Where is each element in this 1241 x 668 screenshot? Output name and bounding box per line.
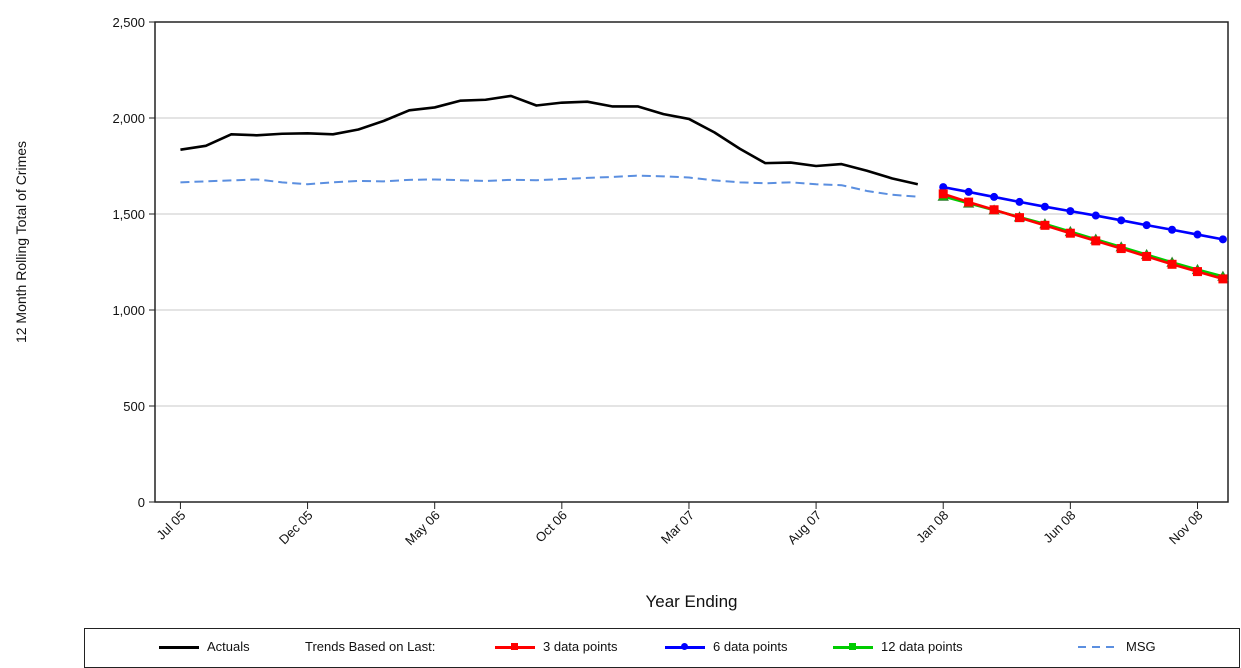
data-point-3-data-points <box>1091 236 1100 245</box>
legend-swatch-6-points <box>665 642 705 652</box>
legend-item-3-points: 3 data points <box>495 639 617 654</box>
x-tick-label: Oct 06 <box>532 508 570 546</box>
legend-swatch-3-points <box>495 642 535 652</box>
data-point-3-data-points <box>990 205 999 214</box>
series-line-3-data-points <box>943 194 1223 279</box>
data-point-3-data-points <box>1015 213 1024 222</box>
data-point-3-data-points <box>939 189 948 198</box>
series-line-actuals <box>180 96 917 184</box>
data-point-3-data-points <box>1218 274 1227 283</box>
data-point-6-data-points <box>1041 203 1049 211</box>
legend-item-actuals: Actuals <box>159 639 250 654</box>
legend: Actuals Trends Based on Last: 3 data poi… <box>84 628 1240 668</box>
data-point-3-data-points <box>1040 221 1049 230</box>
data-point-3-data-points <box>1117 244 1126 253</box>
data-point-6-data-points <box>1143 221 1151 229</box>
chart: 0 500 1,000 1,500 2,000 2,500 Jul 05 Dec 05 May … <box>0 0 1241 628</box>
legend-swatch-msg <box>1078 642 1118 652</box>
data-point-3-data-points <box>1142 252 1151 261</box>
y-tick-label: 1,000 <box>112 303 145 318</box>
y-axis-title: 12 Month Rolling Total of Crimes <box>13 141 29 343</box>
legend-swatch-actuals <box>159 642 199 652</box>
legend-label-3-points: 3 data points <box>543 639 617 654</box>
x-tick-label: Aug 07 <box>784 508 824 548</box>
x-tick-label: Mar 07 <box>658 508 697 547</box>
data-point-6-data-points <box>990 193 998 201</box>
series-line-msg <box>180 176 917 197</box>
x-tick-label: Jul 05 <box>153 508 188 543</box>
legend-item-msg: MSG <box>1078 639 1156 654</box>
x-tick-label: Jun 08 <box>1040 508 1078 546</box>
grid-lines <box>155 118 1228 406</box>
data-point-6-data-points <box>1016 198 1024 206</box>
x-tick-label: Nov 08 <box>1166 508 1206 548</box>
legend-swatch-12-points <box>833 642 873 652</box>
x-tick-label: Jan 08 <box>913 508 951 546</box>
legend-label-6-points: 6 data points <box>713 639 787 654</box>
x-axis-title: Year Ending <box>645 592 737 611</box>
data-point-6-data-points <box>965 188 973 196</box>
plot-area <box>155 22 1228 502</box>
axes: 0 500 1,000 1,500 2,000 2,500 Jul 05 Dec 05 May … <box>112 15 1205 548</box>
data-point-6-data-points <box>1066 207 1074 215</box>
data-point-3-data-points <box>1193 267 1202 276</box>
legend-label-msg: MSG <box>1126 639 1156 654</box>
data-point-6-data-points <box>1193 231 1201 239</box>
legend-label-actuals: Actuals <box>207 639 250 654</box>
data-point-3-data-points <box>964 198 973 207</box>
data-point-6-data-points <box>1168 226 1176 234</box>
legend-prefix-label: Trends Based on Last: <box>305 639 435 654</box>
legend-prefix: Trends Based on Last: <box>305 639 435 654</box>
legend-label-12-points: 12 data points <box>881 639 963 654</box>
series-line-6-data-points <box>943 187 1223 239</box>
y-tick-label: 1,500 <box>112 207 145 222</box>
y-tick-label: 0 <box>138 495 145 510</box>
data-point-6-data-points <box>1219 235 1227 243</box>
data-point-6-data-points <box>1117 216 1125 224</box>
legend-item-12-points: 12 data points <box>833 639 963 654</box>
legend-item-6-points: 6 data points <box>665 639 787 654</box>
y-tick-label: 2,000 <box>112 111 145 126</box>
data-point-3-data-points <box>1168 260 1177 269</box>
x-tick-label: Dec 05 <box>276 508 316 548</box>
series-lines <box>180 96 1227 283</box>
y-tick-label: 2,500 <box>112 15 145 30</box>
data-point-6-data-points <box>1092 212 1100 220</box>
y-tick-label: 500 <box>123 399 145 414</box>
data-point-3-data-points <box>1066 229 1075 238</box>
x-tick-label: May 06 <box>402 508 443 549</box>
